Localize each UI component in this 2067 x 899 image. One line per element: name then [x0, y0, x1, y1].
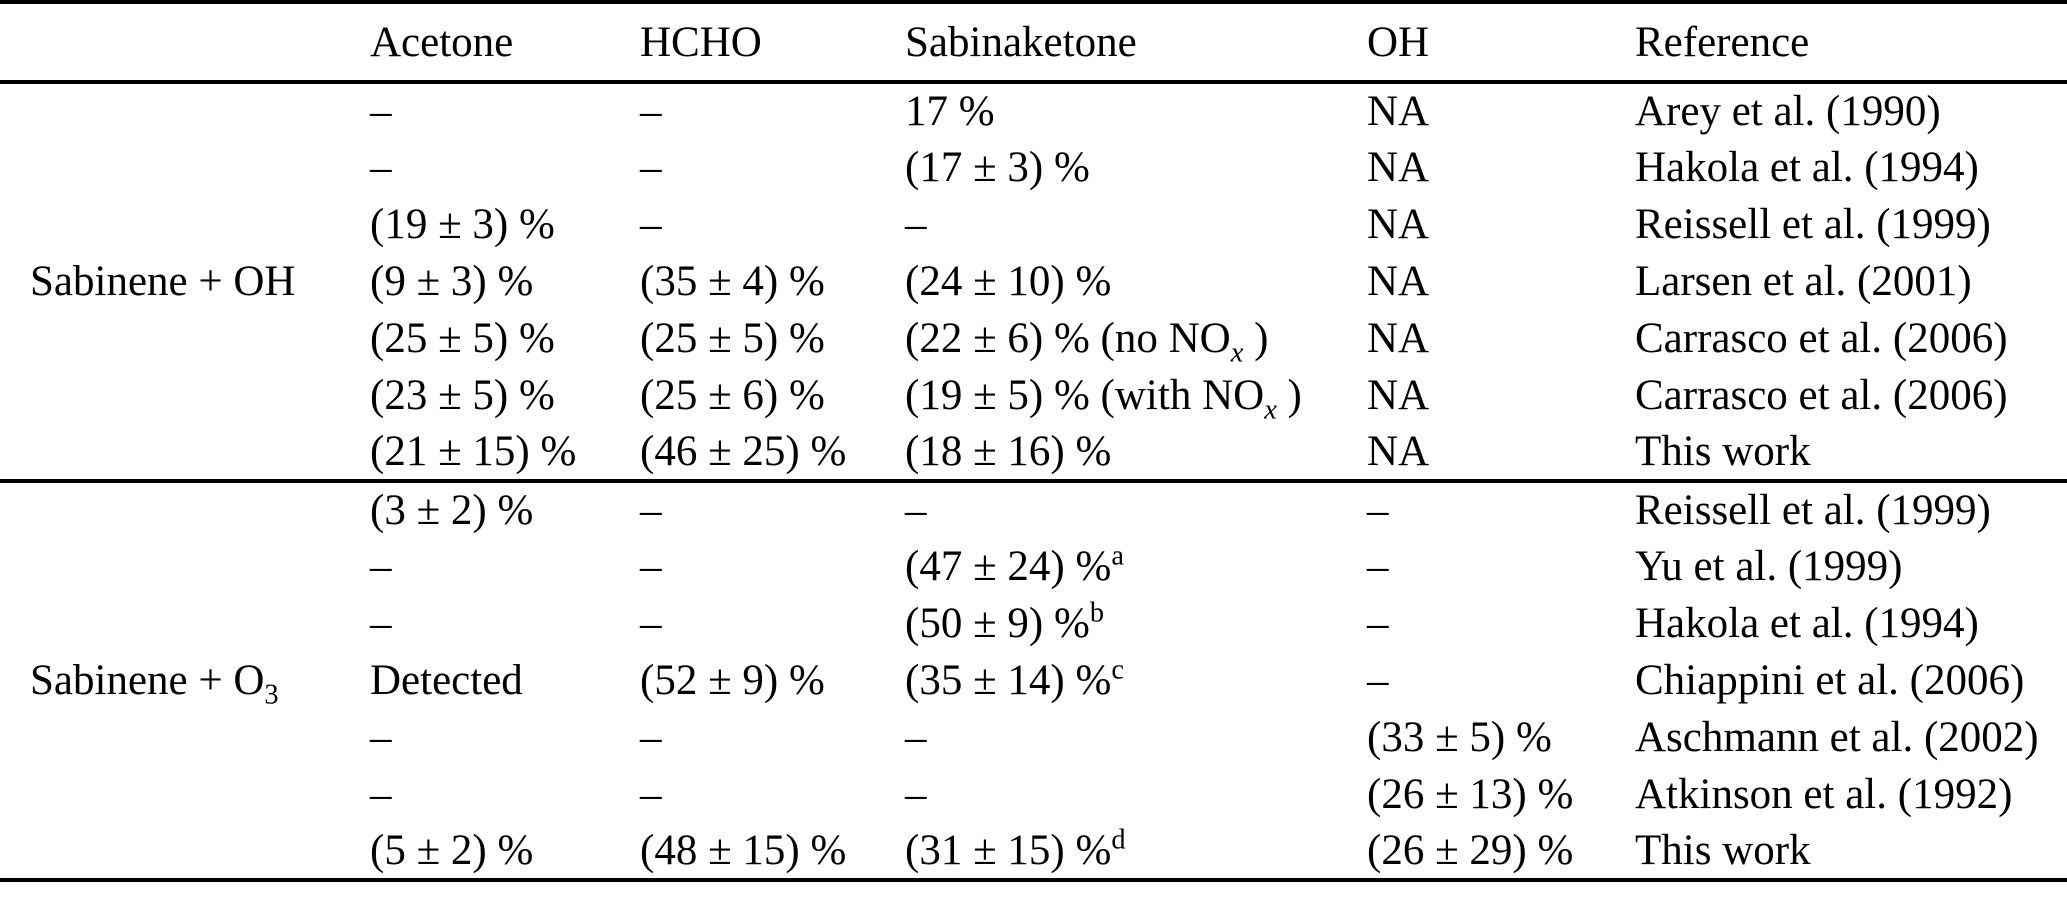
table-row: (23 ± 5) % (25 ± 6) % (19 ± 5) % (with NOx… [0, 367, 2067, 424]
table-cell: (25 ± 6) % [640, 372, 825, 419]
table-cell: Reissell et al. (1999) [1635, 487, 1991, 534]
table-row: – – – (26 ± 13) % Atkinson et al. (1992) [0, 766, 2067, 823]
table-cell: (35 ± 4) % [640, 258, 825, 305]
table-row: – – (50 ± 9) %b – Hakola et al. (1994) [0, 595, 2067, 652]
table-cell: – [370, 88, 392, 135]
table-cell: – [370, 144, 392, 191]
table-row: – – – (33 ± 5) % Aschmann et al. (2002) [0, 709, 2067, 766]
table-cell: (18 ± 16) % [905, 428, 1112, 475]
table-cell: (46 ± 25) % [640, 428, 847, 475]
table-cell: Carrasco et al. (2006) [1635, 372, 2008, 419]
column-header-oh: OH [1367, 18, 1430, 66]
column-header-acetone: Acetone [370, 18, 514, 66]
table-cell: – [640, 201, 662, 248]
table-cell: Larsen et al. (2001) [1635, 258, 1972, 305]
table-cell: – [370, 600, 392, 647]
table-cell: – [640, 543, 662, 590]
table-cell: (21 ± 15) % [370, 428, 577, 475]
table-cell: NA [1367, 258, 1430, 305]
table-cell: NA [1367, 315, 1430, 362]
table-cell: This work [1635, 428, 1811, 475]
column-header-reaction [0, 2, 370, 82]
table-cell: – [640, 487, 662, 534]
table-cell: Yu et al. (1999) [1635, 543, 1903, 590]
table-cell: – [905, 487, 927, 534]
table-cell: (19 ± 5) % (with NOx ) [905, 372, 1302, 426]
column-header-reference: Reference [1635, 18, 1810, 66]
column-header-hcho: HCHO [640, 18, 762, 66]
table-cell: – [640, 714, 662, 761]
table-cell: – [1367, 657, 1389, 704]
header-row: Acetone HCHO Sabinaketone OH Reference [0, 2, 2067, 82]
table-row: Sabinene + OH – – 17 % NA Arey et al. (1990) [0, 82, 2067, 303]
table-cell: – [640, 88, 662, 135]
row-group: Sabinene + O3 (3 ± 2) % – – – Reissell et al.… [0, 481, 2067, 880]
table-row: – – (17 ± 3) % NA Hakola et al. (1994) [0, 139, 2067, 196]
table-cell: (9 ± 3) % [370, 258, 534, 305]
table-cell: – [370, 714, 392, 761]
row-group-label: Sabinene + OH [30, 258, 296, 305]
table-cell: – [640, 771, 662, 818]
table-cell: (52 ± 9) % [640, 657, 825, 704]
column-header-sabinaketone: Sabinaketone [905, 18, 1137, 66]
table-cell: (31 ± 15) %d [905, 824, 1126, 874]
table-cell: – [640, 600, 662, 647]
table-header: Acetone HCHO Sabinaketone OH Reference [0, 2, 2067, 82]
table-cell: NA [1367, 428, 1430, 475]
table-cell: – [1367, 600, 1389, 647]
table-cell: – [370, 771, 392, 818]
table-row: (9 ± 3) % (35 ± 4) % (24 ± 10) % NA Larsen e… [0, 253, 2067, 310]
table-cell: (24 ± 10) % [905, 258, 1112, 305]
table-cell: (33 ± 5) % [1367, 714, 1552, 761]
table-cell: (17 ± 3) % [905, 144, 1090, 191]
row-group: Sabinene + OH – –17 % NA Arey et al. (1990) –… [0, 82, 2067, 481]
table-cell: Arey et al. (1990) [1635, 88, 1941, 135]
table-cell: – [1367, 543, 1389, 590]
table-cell: NA [1367, 144, 1430, 191]
table-row: (5 ± 2) % (48 ± 15) % (31 ± 15) %d (26 ± 29… [0, 823, 2067, 880]
table-cell: Detected [370, 657, 523, 704]
table-cell: Hakola et al. (1994) [1635, 600, 1979, 647]
table-cell: (26 ± 29) % [1367, 827, 1574, 874]
table-row: (21 ± 15) % (46 ± 25) % (18 ± 16) % NA This … [0, 424, 2067, 481]
table-cell: 17 % [905, 88, 995, 135]
table-cell: – [905, 714, 927, 761]
table-cell: NA [1367, 88, 1430, 135]
table-cell: (50 ± 9) %b [905, 597, 1104, 647]
table-cell: (22 ± 6) % (no NOx ) [905, 315, 1269, 369]
table-cell: Carrasco et al. (2006) [1635, 315, 2008, 362]
table-row: – – (47 ± 24) %a – Yu et al. (1999) [0, 538, 2067, 595]
table-cell: (35 ± 14) %c [905, 654, 1124, 704]
table-cell: (25 ± 5) % [640, 315, 825, 362]
table-cell: (25 ± 5) % [370, 315, 555, 362]
table-cell: Reissell et al. (1999) [1635, 201, 1991, 248]
table-cell: Aschmann et al. (2002) [1635, 714, 2039, 761]
table-row: (19 ± 3) % – – NA Reissell et al. (1999) [0, 196, 2067, 253]
table-cell: NA [1367, 201, 1430, 248]
table-row: (25 ± 5) % (25 ± 5) % (22 ± 6) % (no NOx )… [0, 310, 2067, 367]
table-cell: NA [1367, 372, 1430, 419]
table-cell: (48 ± 15) % [640, 827, 847, 874]
table-cell: – [905, 771, 927, 818]
table-cell: (5 ± 2) % [370, 827, 534, 874]
table-cell: (19 ± 3) % [370, 201, 555, 248]
table-cell: (26 ± 13) % [1367, 771, 1574, 818]
table-cell: – [1367, 487, 1389, 534]
table-cell: This work [1635, 827, 1811, 874]
table-cell: (23 ± 5) % [370, 372, 555, 419]
table-cell: (3 ± 2) % [370, 487, 534, 534]
table-row: Detected (52 ± 9) % (35 ± 14) %c – Chiappini… [0, 652, 2067, 709]
table-cell: Chiappini et al. (2006) [1635, 657, 2025, 704]
table-row: Sabinene + O3 (3 ± 2) % – – – Reissell et al.… [0, 481, 2067, 709]
table-cell: – [640, 144, 662, 191]
row-group-label: Sabinene + O3 [30, 657, 279, 711]
table-cell: Atkinson et al. (1992) [1635, 771, 2013, 818]
table-cell: Hakola et al. (1994) [1635, 144, 1979, 191]
table-cell: (47 ± 24) %a [905, 540, 1124, 590]
table-cell: – [905, 201, 927, 248]
table-cell: – [370, 543, 392, 590]
